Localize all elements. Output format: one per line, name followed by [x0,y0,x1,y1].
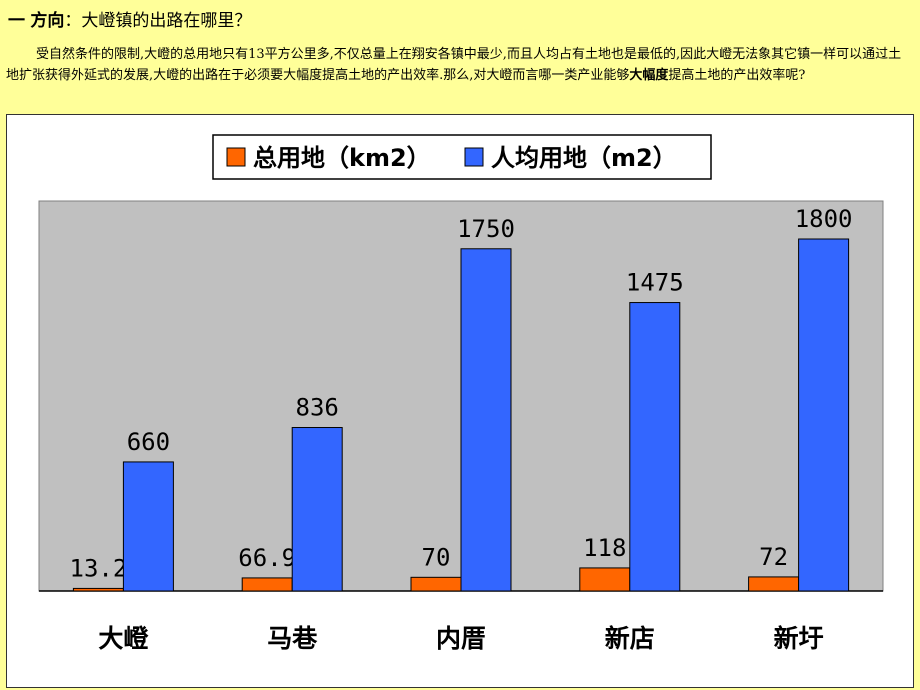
data-label-total-4: 72 [759,543,788,571]
legend-label-0: 总用地（km2） [253,144,431,172]
x-tick-label-2: 内厝 [436,624,486,653]
paragraph-text-2: 提高土地的产出效率呢? [668,68,806,83]
heading-label: 方向 [30,11,65,31]
paragraph-text-1: 受自然条件的限制,大嶝的总用地只有13平方公里多,不仅总量上在翔安各镇中最少,而… [6,47,902,83]
heading-colon: ： [64,11,82,31]
bar-total-3 [579,567,631,592]
bar-per-capita-2 [460,248,512,592]
heading-prefix: 一 [8,11,25,31]
x-tick-label-1: 马巷 [267,624,318,653]
x-tick-label-4: 新圩 [774,624,824,653]
bar-total-2 [410,576,462,592]
data-label-total-2: 70 [422,543,451,571]
slide-heading: 一 方向：大嶝镇的出路在哪里？ [8,6,251,31]
legend-box [212,134,712,180]
bar-total-0 [72,587,124,592]
bar-per-capita-0 [122,461,174,592]
data-label-per-capita-1: 836 [296,394,339,422]
legend-label-1: 人均用地（m2） [491,144,677,172]
data-label-per-capita-4: 1800 [795,205,853,233]
bar-per-capita-4 [798,238,850,592]
x-tick-label-0: 大嶝 [98,624,149,653]
bar-total-1 [241,577,293,592]
bar-per-capita-3 [629,302,681,592]
data-label-per-capita-2: 1750 [457,215,515,243]
bar-total-4 [748,576,800,592]
legend-swatch-0 [226,147,246,167]
data-label-total-0: 13.2 [70,554,128,582]
data-label-total-1: 66.9 [238,544,296,572]
chart-frame: 总用地（km2） 人均用地（m2） 13.2 660 大嶝 66.9 836 马巷 70 1750… [6,114,914,688]
intro-paragraph: 受自然条件的限制,大嶝的总用地只有13平方公里多,不仅总量上在翔安各镇中最少,而… [6,44,912,86]
paragraph-bold-text: 大幅度 [629,68,669,83]
data-label-per-capita-0: 660 [127,428,170,456]
data-label-total-3: 118 [583,534,626,562]
data-label-per-capita-3: 1475 [626,269,684,297]
legend-swatch-1 [464,147,484,167]
bar-chart: 总用地（km2） 人均用地（m2） 13.2 660 大嶝 66.9 836 马巷 70 1750… [38,134,884,653]
x-tick-label-3: 新店 [605,624,655,653]
bar-per-capita-1 [291,427,343,592]
heading-question: 大嶝镇的出路在哪里？ [81,11,252,31]
